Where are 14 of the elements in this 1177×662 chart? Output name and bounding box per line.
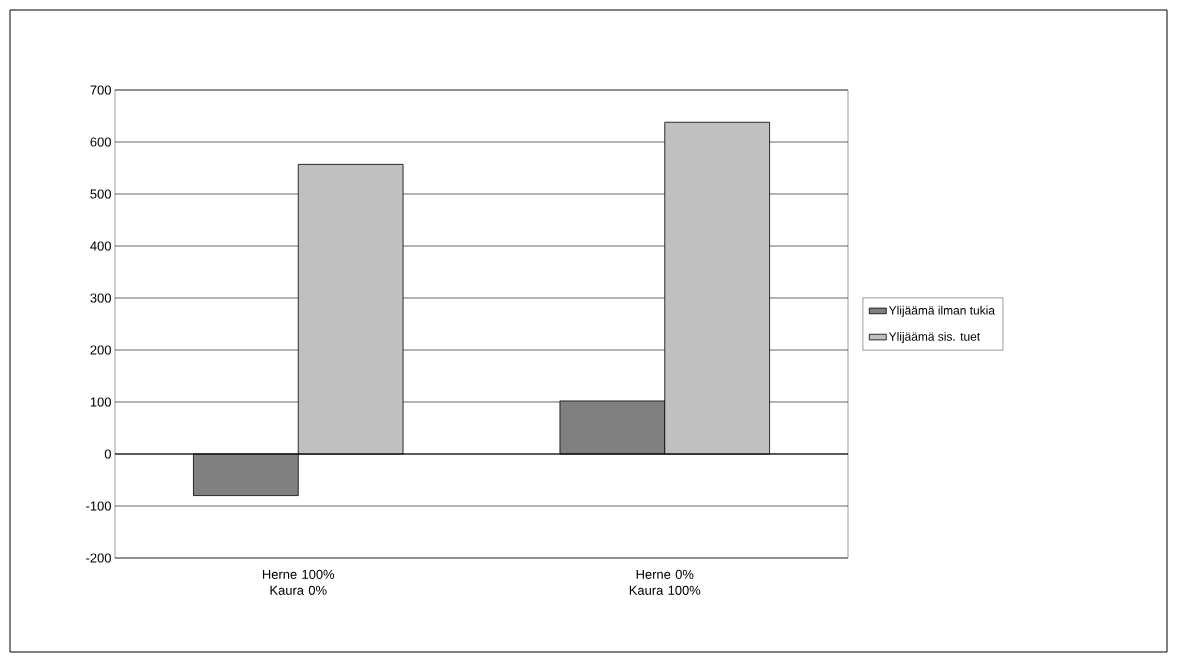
y-tick-label: 400	[90, 241, 111, 251]
y-tick-label: 600	[90, 137, 111, 147]
y-tick-label: 700	[90, 85, 111, 95]
legend-label: Ylijäämä ilman tukia	[888, 305, 995, 317]
x-tick-label: Herne 0% Kaura 100%	[629, 569, 701, 595]
x-tick-label: Herne 100% Kaura 0%	[262, 569, 335, 595]
y-tick-label: -100	[86, 501, 111, 511]
y-tick-label: 100	[90, 397, 111, 407]
y-tick-label: 300	[90, 293, 111, 303]
legend-label: Ylijäämä sis. tuet	[888, 332, 981, 344]
y-tick-label: -200	[86, 553, 111, 563]
y-tick-label: 0	[104, 449, 111, 459]
y-tick-label: 500	[90, 189, 111, 199]
y-tick-label: 200	[90, 345, 111, 355]
